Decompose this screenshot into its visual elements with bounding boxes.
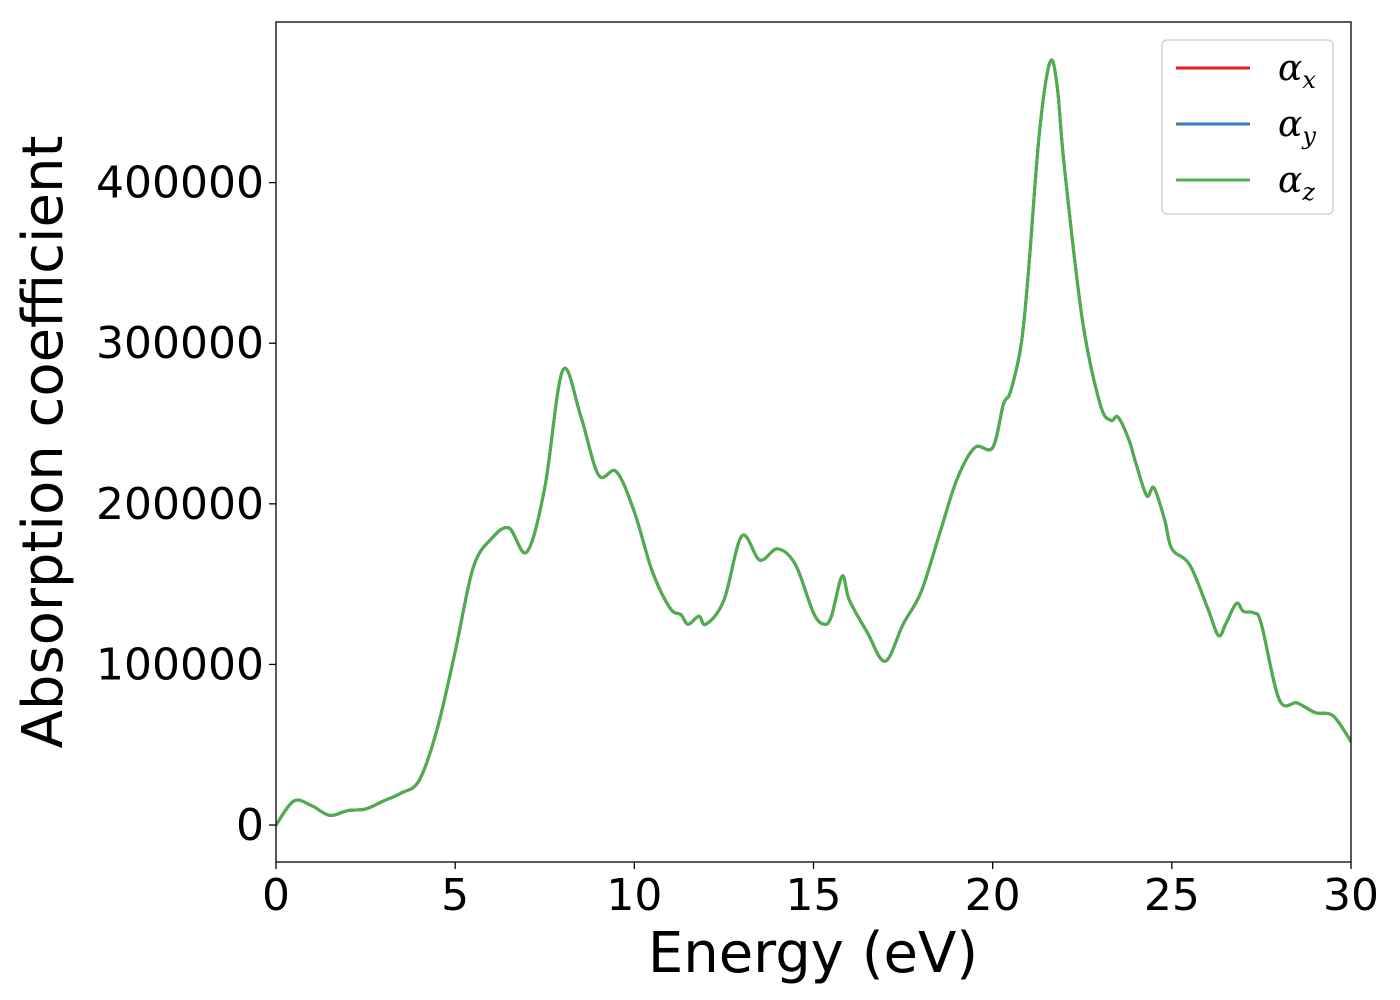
- y-tick-label: 0: [236, 800, 264, 851]
- y-tick-label: 300000: [96, 318, 264, 369]
- x-axis-title: Energy (eV): [648, 921, 978, 986]
- legend-label-base: α: [1278, 160, 1302, 201]
- y-tick-label: 100000: [96, 639, 264, 690]
- x-tick-label: 15: [786, 870, 842, 921]
- legend-label-subscript: x: [1302, 66, 1316, 94]
- series-layer: [276, 58, 1351, 827]
- legend-label-base: α: [1278, 48, 1302, 89]
- legend-label-z: αz: [1278, 160, 1315, 206]
- y-axis: 0 100000 200000 300000 400000: [96, 158, 276, 851]
- legend-label-y: αy: [1278, 104, 1316, 150]
- x-tick-label: 0: [262, 870, 290, 921]
- x-tick-label: 25: [1144, 870, 1200, 921]
- y-axis-title: Absorption coefficient: [11, 136, 76, 749]
- x-axis: 0 5 10 15 20 25 30: [262, 862, 1379, 921]
- legend-label-base: α: [1278, 104, 1302, 145]
- x-tick-label: 20: [965, 870, 1021, 921]
- legend-label-subscript: y: [1301, 122, 1316, 150]
- y-tick-label: 200000: [96, 479, 264, 530]
- legend-label-subscript: z: [1301, 178, 1315, 206]
- series-line-z: [276, 58, 1351, 827]
- x-tick-label: 10: [606, 870, 662, 921]
- legend-label-x: αx: [1278, 48, 1316, 94]
- x-tick-label: 5: [441, 870, 469, 921]
- y-tick-label: 400000: [96, 158, 264, 209]
- legend-box: [1161, 39, 1334, 215]
- x-tick-label: 30: [1323, 870, 1379, 921]
